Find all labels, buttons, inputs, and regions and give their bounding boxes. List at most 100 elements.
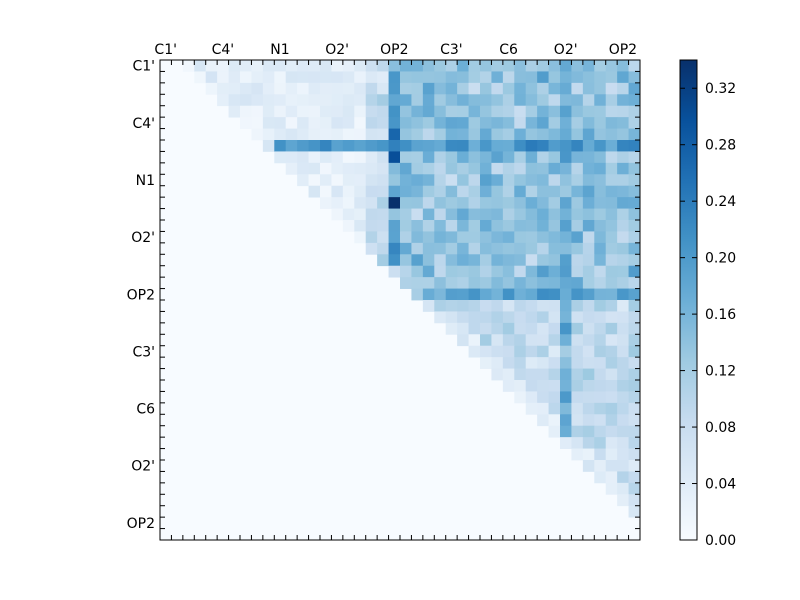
heatmap-cell (468, 128, 481, 141)
heatmap-cell (582, 140, 595, 152)
heatmap-cell (480, 117, 492, 129)
heatmap-cell (445, 185, 458, 198)
heatmap-cell (617, 448, 629, 461)
heatmap-cell (502, 345, 515, 358)
heatmap-cell (537, 208, 549, 221)
heatmap-cell (445, 151, 458, 164)
heatmap-cell (468, 82, 481, 95)
heatmap-cell (537, 357, 549, 369)
heatmap-cell (434, 128, 447, 141)
heatmap-cell (480, 185, 492, 198)
heatmap-cell (388, 220, 401, 232)
heatmap-cell (617, 277, 629, 289)
heatmap-cell (560, 162, 572, 175)
heatmap-cell (342, 117, 355, 129)
heatmap-cell (457, 105, 469, 118)
heatmap-cell (480, 151, 492, 164)
heatmap-cell (571, 380, 584, 392)
heatmap-cell (251, 128, 264, 141)
heatmap-cell (400, 277, 412, 289)
heatmap-cell (537, 288, 549, 301)
heatmap-cell (400, 117, 412, 129)
heatmap-cell (480, 128, 492, 141)
heatmap-cell (377, 185, 389, 198)
heatmap-cell (571, 128, 584, 141)
heatmap-cell (502, 71, 515, 84)
heatmap-cell (480, 220, 492, 232)
heatmap-cell (502, 128, 515, 141)
heatmap-cell (628, 288, 641, 301)
heatmap-cell (560, 311, 572, 324)
heatmap-cell (434, 311, 447, 324)
heatmap-cell (365, 174, 378, 187)
heatmap-cell (514, 311, 527, 324)
heatmap-cell (320, 128, 332, 141)
heatmap-cell (525, 197, 538, 209)
heatmap-cell (388, 60, 401, 72)
heatmap-cell (594, 128, 607, 141)
heatmap-cell (548, 208, 561, 221)
heatmap-cell (594, 60, 607, 72)
heatmap-cell (491, 254, 504, 267)
heatmap-cell (514, 128, 527, 141)
heatmap-cell (240, 71, 252, 84)
x-tick-label: C6 (499, 42, 518, 58)
heatmap-cell (548, 425, 561, 438)
heatmap-cell (251, 60, 264, 72)
heatmap-cell (502, 288, 515, 301)
x-tick-label: OP2 (380, 42, 408, 58)
heatmap-cell (514, 368, 527, 381)
heatmap-cell (354, 151, 367, 164)
heatmap-cell (571, 448, 584, 461)
heatmap-cell (594, 471, 607, 484)
heatmap-cell (491, 174, 504, 187)
heatmap-cell (582, 311, 595, 324)
heatmap-cell (285, 71, 298, 84)
heatmap-cell (285, 140, 298, 152)
heatmap-cell (582, 208, 595, 221)
heatmap-cell (365, 242, 378, 255)
heatmap-cell (354, 185, 367, 198)
heatmap-cell (548, 151, 561, 164)
heatmap-cell (502, 185, 515, 198)
heatmap-cell (537, 300, 549, 312)
heatmap-cell (514, 185, 527, 198)
heatmap-cell (388, 128, 401, 141)
heatmap-cell (628, 151, 641, 164)
heatmap-cell (628, 471, 641, 484)
heatmap-cell (354, 220, 367, 232)
heatmap-cell (411, 128, 424, 141)
heatmap-cell (594, 380, 607, 392)
heatmap-cell (468, 265, 481, 278)
heatmap-cell (582, 105, 595, 118)
heatmap-cell (491, 368, 504, 381)
heatmap-cell (594, 220, 607, 232)
heatmap-cell (605, 482, 618, 495)
heatmap-cell (411, 254, 424, 267)
heatmap-cell (594, 265, 607, 278)
heatmap-cell (308, 117, 321, 129)
heatmap-cell (308, 94, 321, 107)
heatmap-cell (537, 391, 549, 404)
heatmap-cell (400, 71, 412, 84)
heatmap-cell (537, 151, 549, 164)
heatmap-cell (480, 82, 492, 95)
heatmap-cell (400, 94, 412, 107)
heatmap-cell (605, 82, 618, 95)
heatmap-cell (502, 300, 515, 312)
heatmap-cell (594, 425, 607, 438)
heatmap-cell (342, 197, 355, 209)
heatmap-cell (525, 151, 538, 164)
heatmap-cell (560, 254, 572, 267)
heatmap-cell (457, 94, 469, 107)
heatmap-cell (502, 82, 515, 95)
heatmap-cell (560, 380, 572, 392)
heatmap-cell (594, 460, 607, 472)
heatmap-cell (491, 334, 504, 347)
heatmap-cell (468, 105, 481, 118)
heatmap-cell (594, 208, 607, 221)
heatmap-cell (354, 174, 367, 187)
heatmap-cell (411, 117, 424, 129)
heatmap-cell (400, 105, 412, 118)
